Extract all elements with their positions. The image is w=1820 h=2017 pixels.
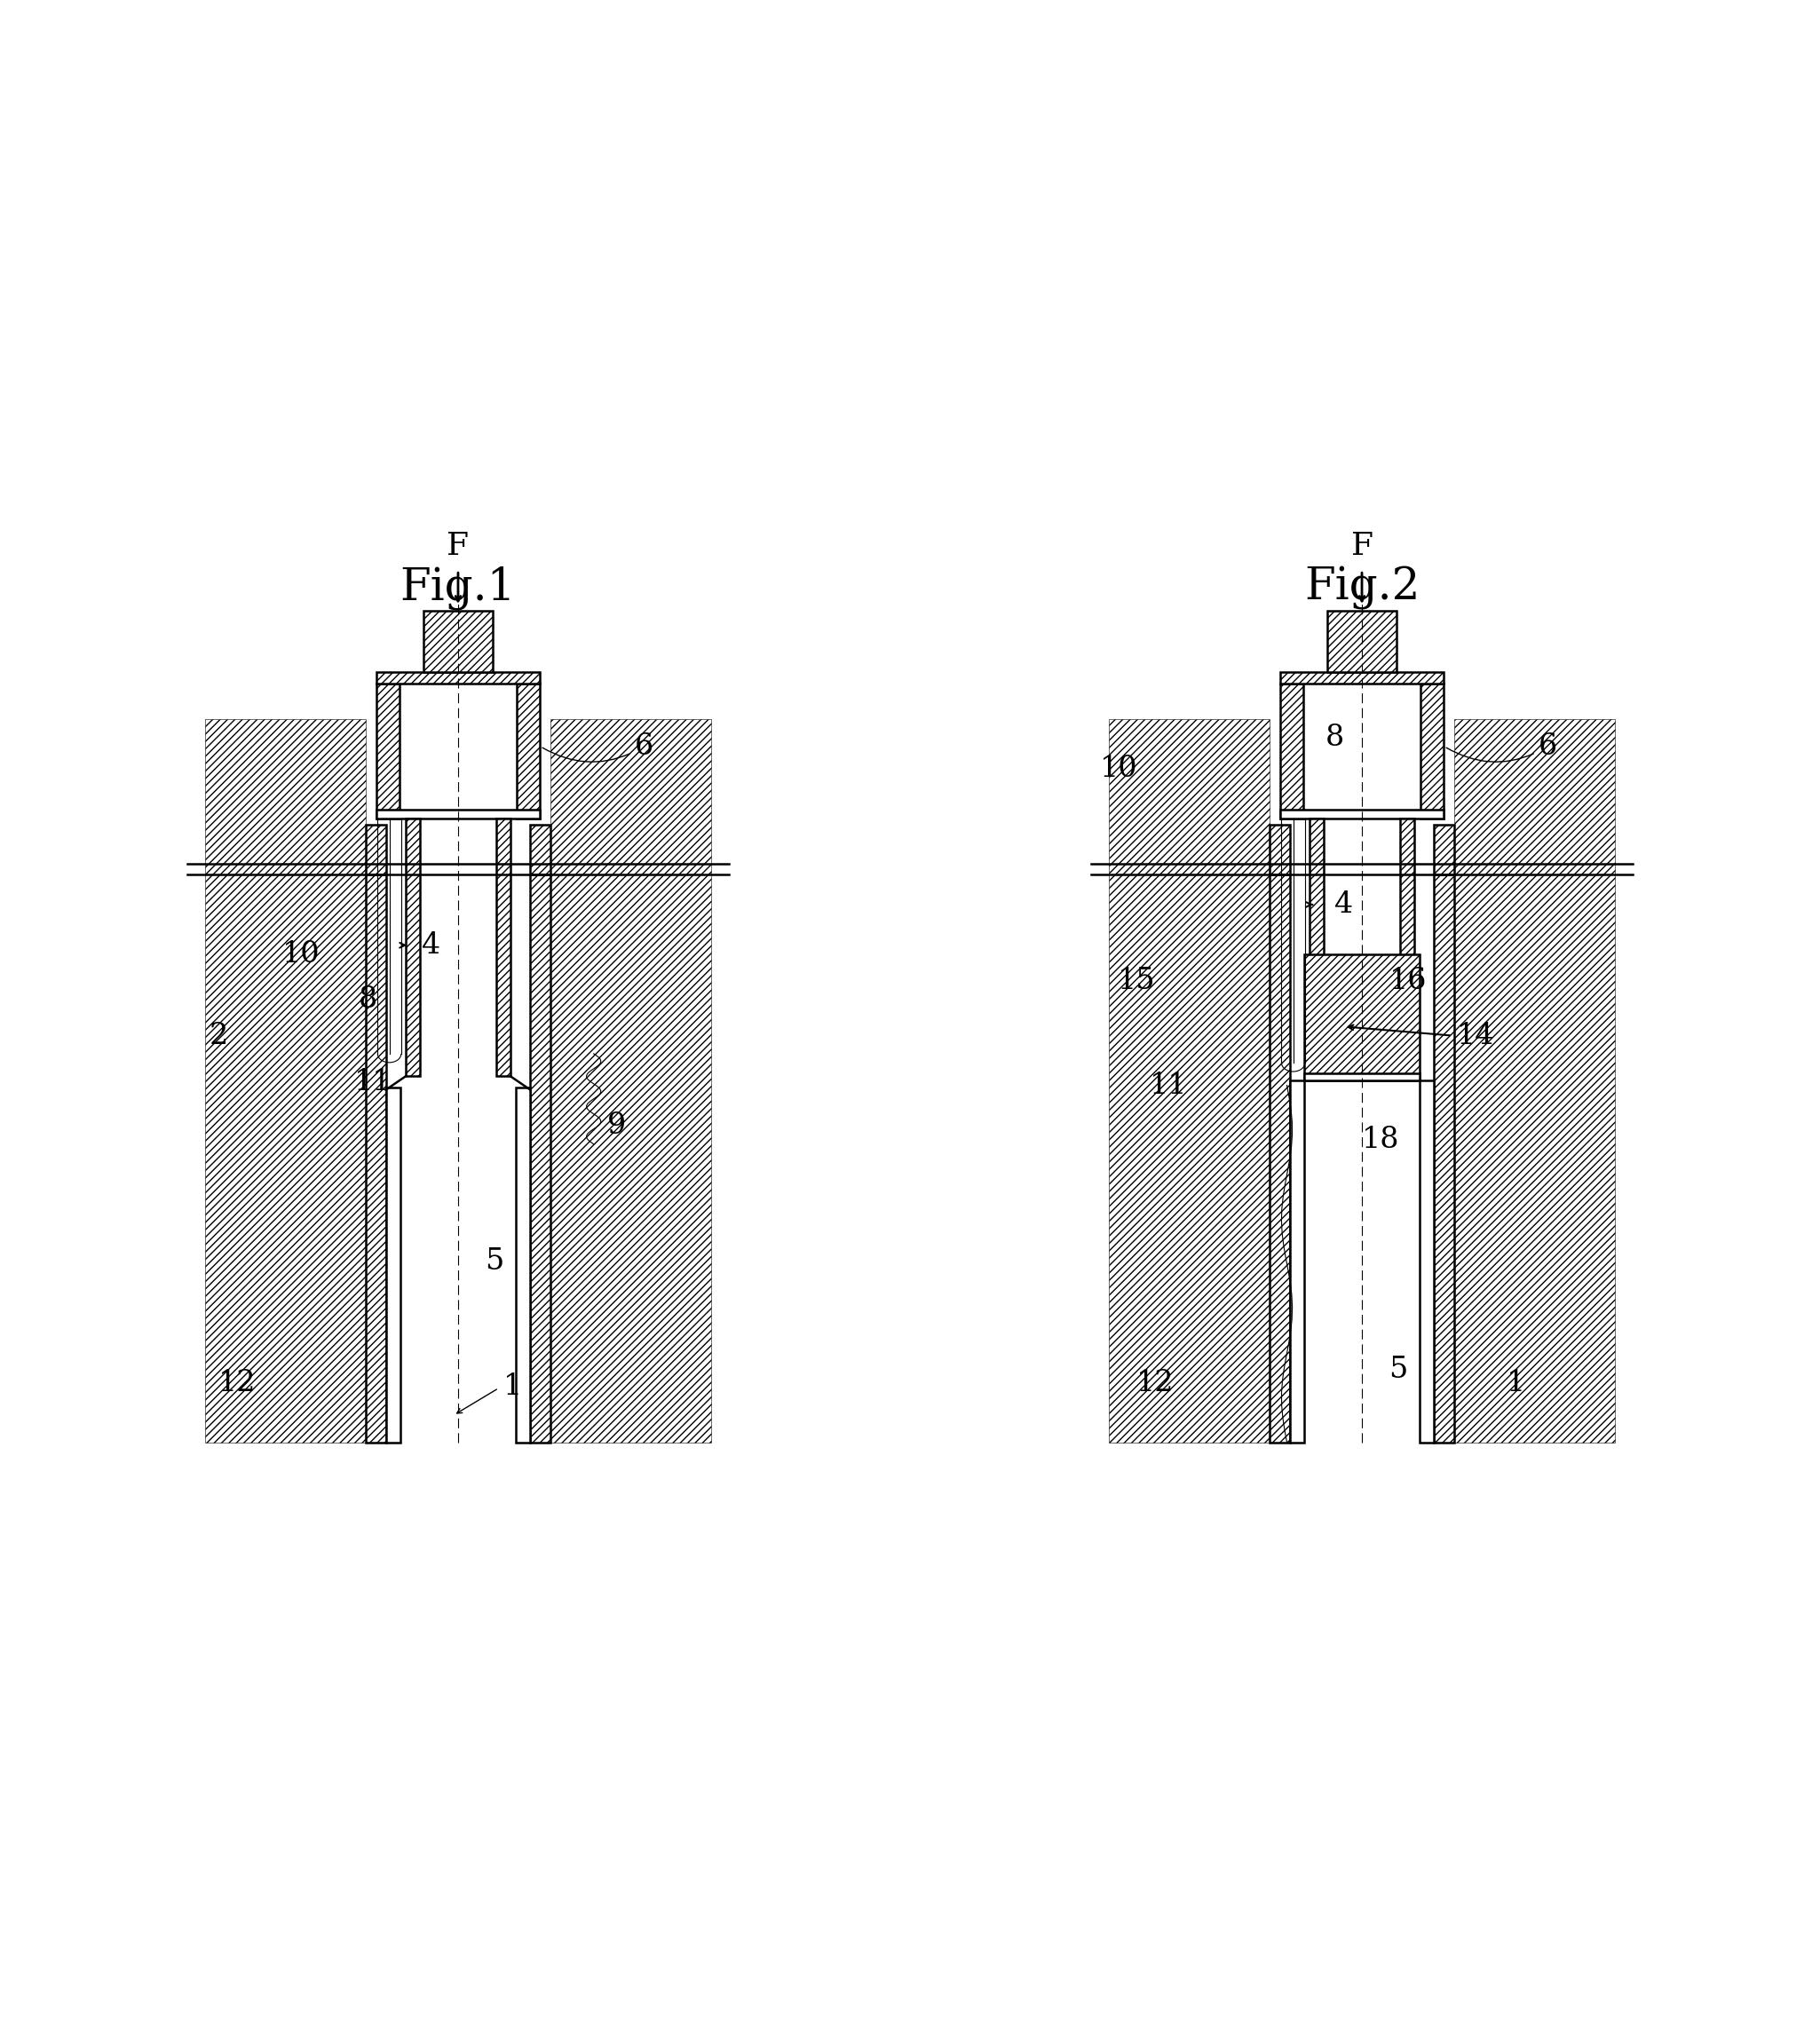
Text: F: F xyxy=(1350,530,1372,561)
Bar xyxy=(1270,825,1290,875)
Bar xyxy=(497,819,510,1077)
Text: 9: 9 xyxy=(608,1111,626,1140)
Text: 1: 1 xyxy=(504,1372,522,1400)
Text: 12: 12 xyxy=(1136,1370,1174,1398)
Text: 8: 8 xyxy=(1325,724,1343,752)
Bar xyxy=(517,684,539,819)
Bar xyxy=(377,672,539,684)
Text: Fig.2: Fig.2 xyxy=(1305,565,1420,609)
Bar xyxy=(366,875,386,1442)
Text: 4: 4 xyxy=(1334,889,1354,920)
Polygon shape xyxy=(206,875,366,1442)
Bar xyxy=(515,1087,530,1442)
Polygon shape xyxy=(1108,720,1270,875)
Text: 15: 15 xyxy=(1117,968,1156,996)
Bar xyxy=(1310,819,1323,982)
Bar xyxy=(1290,1081,1305,1442)
Text: 5: 5 xyxy=(486,1247,504,1277)
Text: 1: 1 xyxy=(1507,1370,1525,1398)
Text: F: F xyxy=(448,530,470,561)
Text: 11: 11 xyxy=(355,1069,391,1097)
Polygon shape xyxy=(206,720,366,875)
Text: 6: 6 xyxy=(542,732,653,762)
Bar xyxy=(366,825,386,875)
Bar xyxy=(1281,672,1443,684)
Text: 11: 11 xyxy=(1150,1071,1187,1099)
Bar xyxy=(1305,1073,1420,1081)
Text: 16: 16 xyxy=(1389,968,1427,996)
Bar xyxy=(424,611,493,672)
Text: 8: 8 xyxy=(359,984,377,1015)
Polygon shape xyxy=(550,720,712,875)
Text: 10: 10 xyxy=(282,940,320,968)
Bar xyxy=(1434,875,1454,1442)
Bar xyxy=(1281,809,1443,819)
Bar xyxy=(1270,875,1290,1442)
Bar xyxy=(530,825,550,875)
Bar xyxy=(1420,1081,1434,1442)
Polygon shape xyxy=(1454,720,1614,875)
Polygon shape xyxy=(550,875,712,1442)
Polygon shape xyxy=(1454,875,1614,1442)
Text: 5: 5 xyxy=(1389,1355,1409,1384)
Bar xyxy=(1327,611,1396,672)
Bar xyxy=(386,1087,400,1442)
Text: Fig.1: Fig.1 xyxy=(400,565,517,609)
Bar xyxy=(1400,819,1414,982)
Bar xyxy=(530,875,550,1442)
Text: 10: 10 xyxy=(1099,754,1138,783)
Text: 18: 18 xyxy=(1361,1125,1400,1154)
Text: 4: 4 xyxy=(422,932,440,960)
Text: 14: 14 xyxy=(1456,1021,1494,1049)
Text: 2: 2 xyxy=(209,1021,228,1049)
Bar xyxy=(1421,684,1443,819)
Bar xyxy=(1281,684,1303,819)
Bar xyxy=(406,819,420,1077)
Bar xyxy=(377,809,539,819)
Text: 6: 6 xyxy=(1447,732,1558,762)
Bar xyxy=(1434,825,1454,875)
Text: 12: 12 xyxy=(218,1370,257,1398)
Polygon shape xyxy=(1108,875,1270,1442)
Bar xyxy=(1305,954,1420,1081)
Bar xyxy=(377,684,399,819)
